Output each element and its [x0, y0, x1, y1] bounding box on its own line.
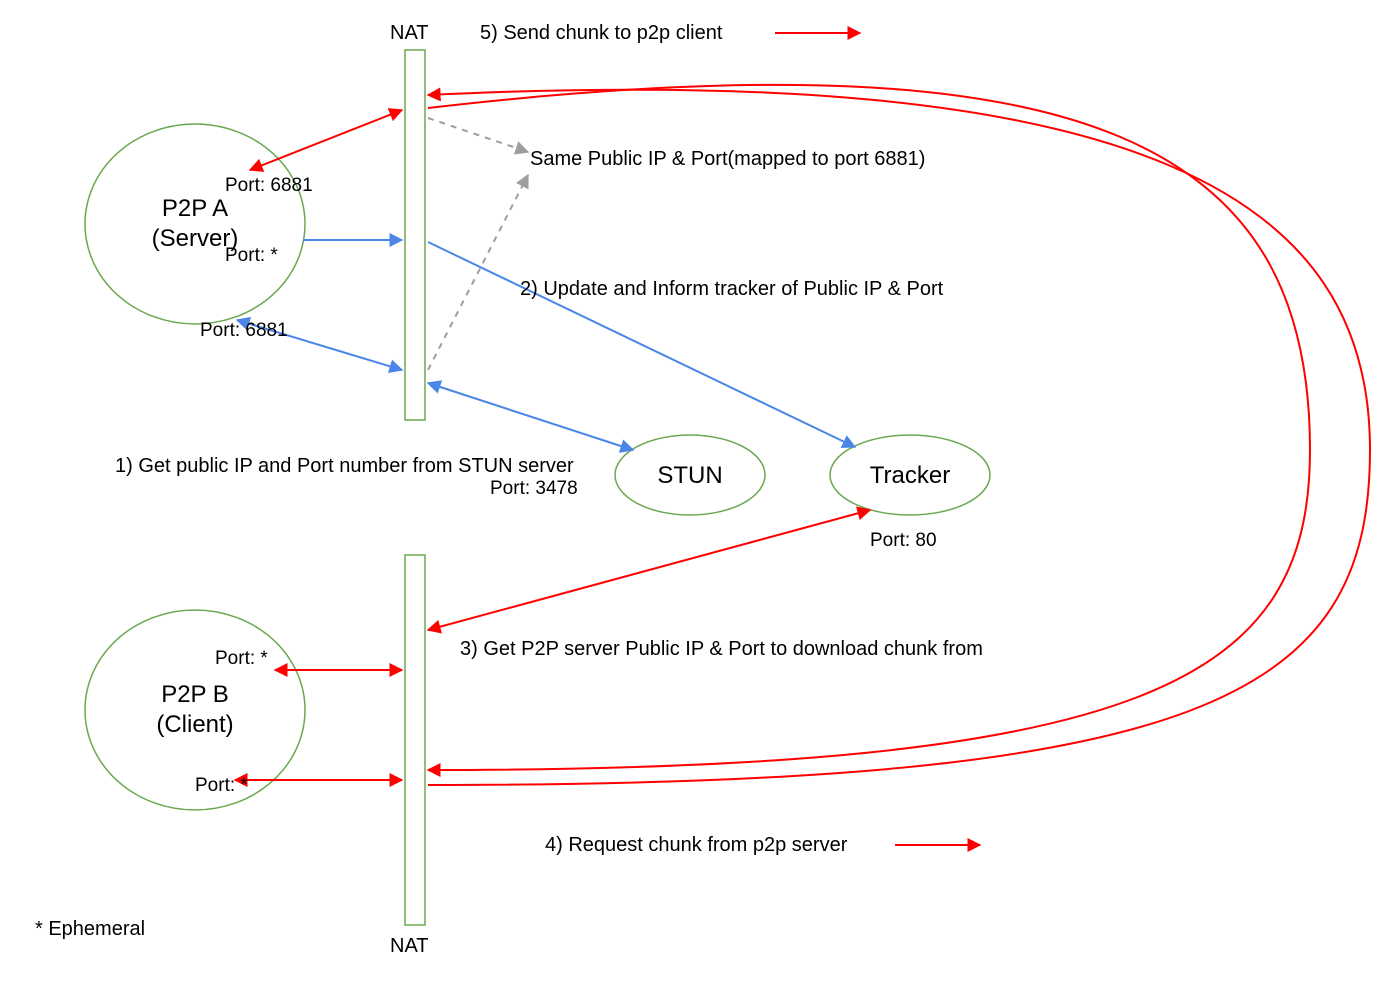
node-p2p-a-label1: P2P A: [162, 195, 228, 222]
arrow-dashed_top: [428, 118, 528, 152]
step-3-label: 3) Get P2P server Public IP & Port to do…: [460, 638, 983, 661]
node-p2p-b-label1: P2P B: [161, 681, 229, 708]
nat-bottom-rect: [405, 555, 425, 925]
node-p2p-b-label2: (Client): [156, 711, 233, 738]
port-a-6881-bot: Port: 6881: [200, 320, 288, 342]
port-b-star-top: Port: *: [215, 648, 268, 670]
step-4-label: 4) Request chunk from p2p server: [545, 834, 847, 857]
node-stun-label: STUN: [657, 462, 722, 489]
port-a-star: Port: *: [225, 245, 278, 267]
port-stun: Port: 3478: [490, 478, 578, 500]
nat-bottom-label: NAT: [390, 935, 429, 958]
step-2-label: 2) Update and Inform tracker of Public I…: [520, 278, 943, 301]
node-p2p-a: [85, 124, 305, 324]
curve-s5_curve: [428, 85, 1310, 770]
arrow-nat_to_tracker_red: [428, 510, 870, 630]
node-tracker-label: Tracker: [870, 462, 950, 489]
port-a-6881-top: Port: 6881: [225, 175, 313, 197]
port-tracker: Port: 80: [870, 530, 937, 552]
arrow-nat_to_stun: [428, 383, 633, 450]
same-ip-label: Same Public IP & Port(mapped to port 688…: [530, 148, 925, 171]
nat-top-label: NAT: [390, 22, 429, 45]
footnote-ephemeral: * Ephemeral: [35, 918, 145, 941]
step-1-label: 1) Get public IP and Port number from ST…: [115, 455, 574, 478]
step-5-label: 5) Send chunk to p2p client: [480, 22, 722, 45]
port-b-star-bot: Port: *: [195, 775, 248, 797]
arrow-nat_to_tracker_blue: [428, 242, 855, 447]
arrow-dashed_bot: [428, 175, 528, 370]
nat-top-rect: [405, 50, 425, 420]
arrow-a_to_nat_red: [250, 110, 402, 170]
